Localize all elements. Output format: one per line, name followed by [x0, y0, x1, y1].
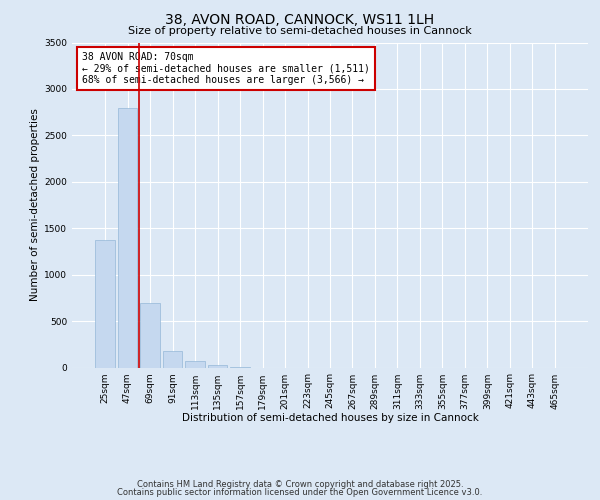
Y-axis label: Number of semi-detached properties: Number of semi-detached properties	[30, 108, 40, 302]
Text: 38 AVON ROAD: 70sqm
← 29% of semi-detached houses are smaller (1,511)
68% of sem: 38 AVON ROAD: 70sqm ← 29% of semi-detach…	[82, 52, 370, 86]
Text: 38, AVON ROAD, CANNOCK, WS11 1LH: 38, AVON ROAD, CANNOCK, WS11 1LH	[166, 12, 434, 26]
Bar	[140, 302, 160, 368]
Bar	[163, 351, 182, 368]
Text: Contains HM Land Registry data © Crown copyright and database right 2025.: Contains HM Land Registry data © Crown c…	[137, 480, 463, 489]
Bar	[208, 365, 227, 368]
Bar	[230, 367, 250, 368]
Bar	[95, 240, 115, 368]
Text: Contains public sector information licensed under the Open Government Licence v3: Contains public sector information licen…	[118, 488, 482, 497]
Bar	[185, 360, 205, 368]
Bar	[118, 108, 137, 368]
Text: Size of property relative to semi-detached houses in Cannock: Size of property relative to semi-detach…	[128, 26, 472, 36]
X-axis label: Distribution of semi-detached houses by size in Cannock: Distribution of semi-detached houses by …	[182, 413, 478, 423]
